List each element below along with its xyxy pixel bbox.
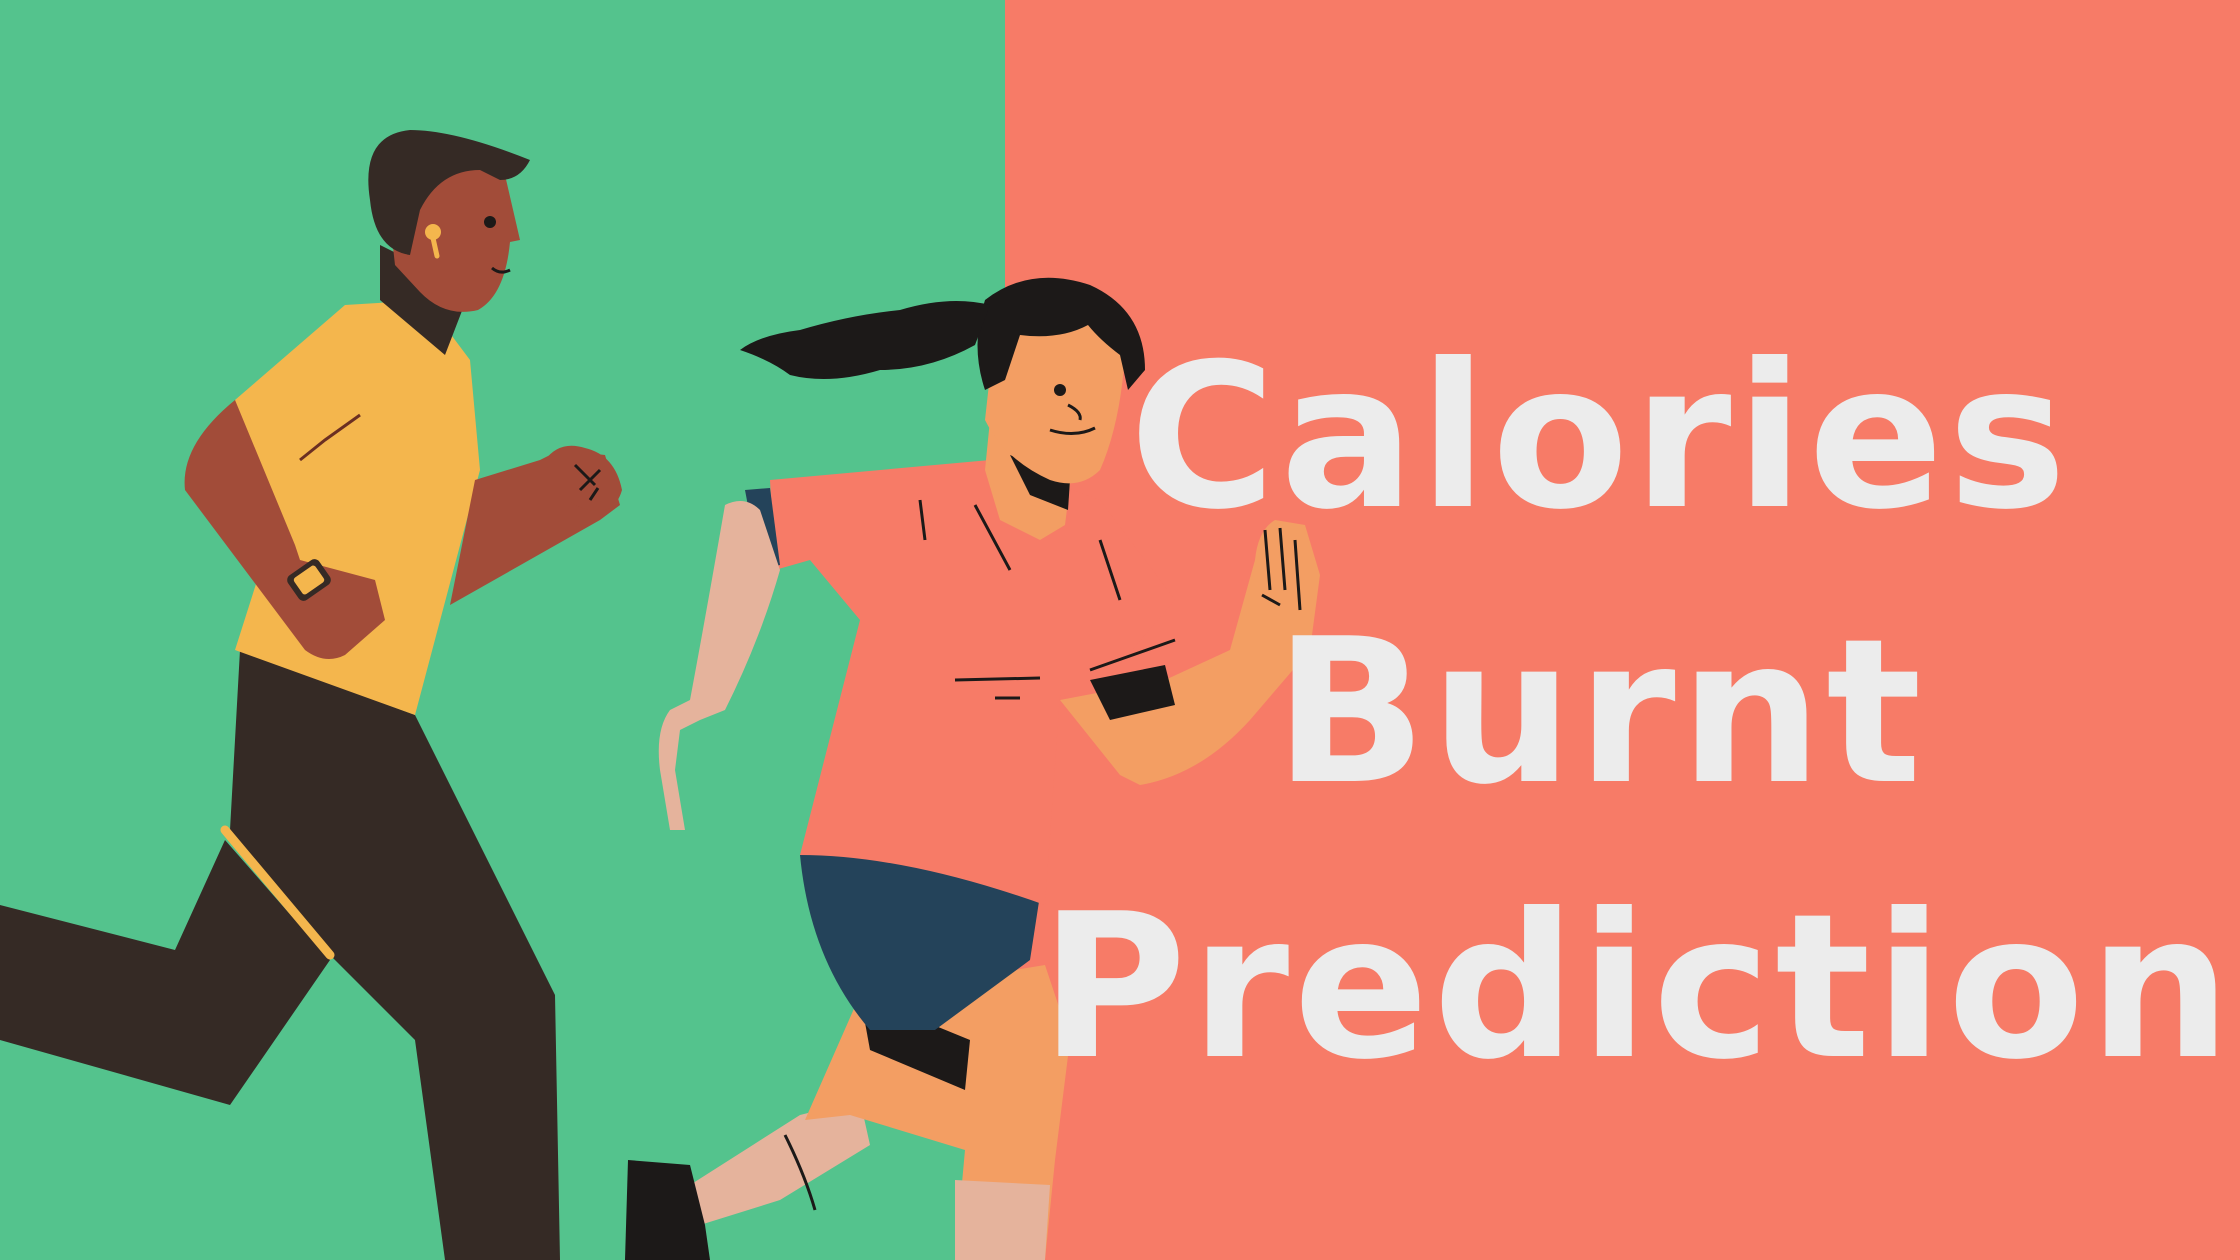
woman-back-leg xyxy=(690,1100,870,1225)
man-back-fist xyxy=(545,445,622,511)
woman-back-arm xyxy=(658,501,780,830)
man-hair xyxy=(368,130,530,255)
man-front-arm xyxy=(184,400,385,659)
woman-knee-sleeve xyxy=(955,1180,1050,1260)
title-line-prediction: Prediction xyxy=(1040,871,2236,1104)
woman-shorts xyxy=(800,854,1040,1030)
woman-hair xyxy=(977,277,1145,390)
woman-runner xyxy=(625,277,1320,1260)
man-pants-highlight xyxy=(220,825,335,960)
woman-collar xyxy=(1010,455,1070,510)
man-front-leg xyxy=(230,650,560,1260)
woman-front-arm-shadow xyxy=(1090,665,1175,720)
woman-front-arm xyxy=(1060,520,1320,785)
man-back-leg xyxy=(0,840,330,1105)
woman-face xyxy=(985,310,1125,484)
smartwatch-icon xyxy=(287,559,331,601)
woman-shirt xyxy=(770,460,1175,905)
earbud-icon xyxy=(425,224,441,240)
woman-ponytail xyxy=(740,301,990,379)
title-line-burnt: Burnt xyxy=(1274,596,1926,829)
page-title: Calories Burnt Prediction xyxy=(1040,300,2236,1125)
coral-background-panel xyxy=(1005,0,2240,1260)
title-line-calories: Calories xyxy=(1129,321,2071,554)
man-runner xyxy=(0,130,622,1260)
woman-back-shoe xyxy=(625,1160,710,1260)
